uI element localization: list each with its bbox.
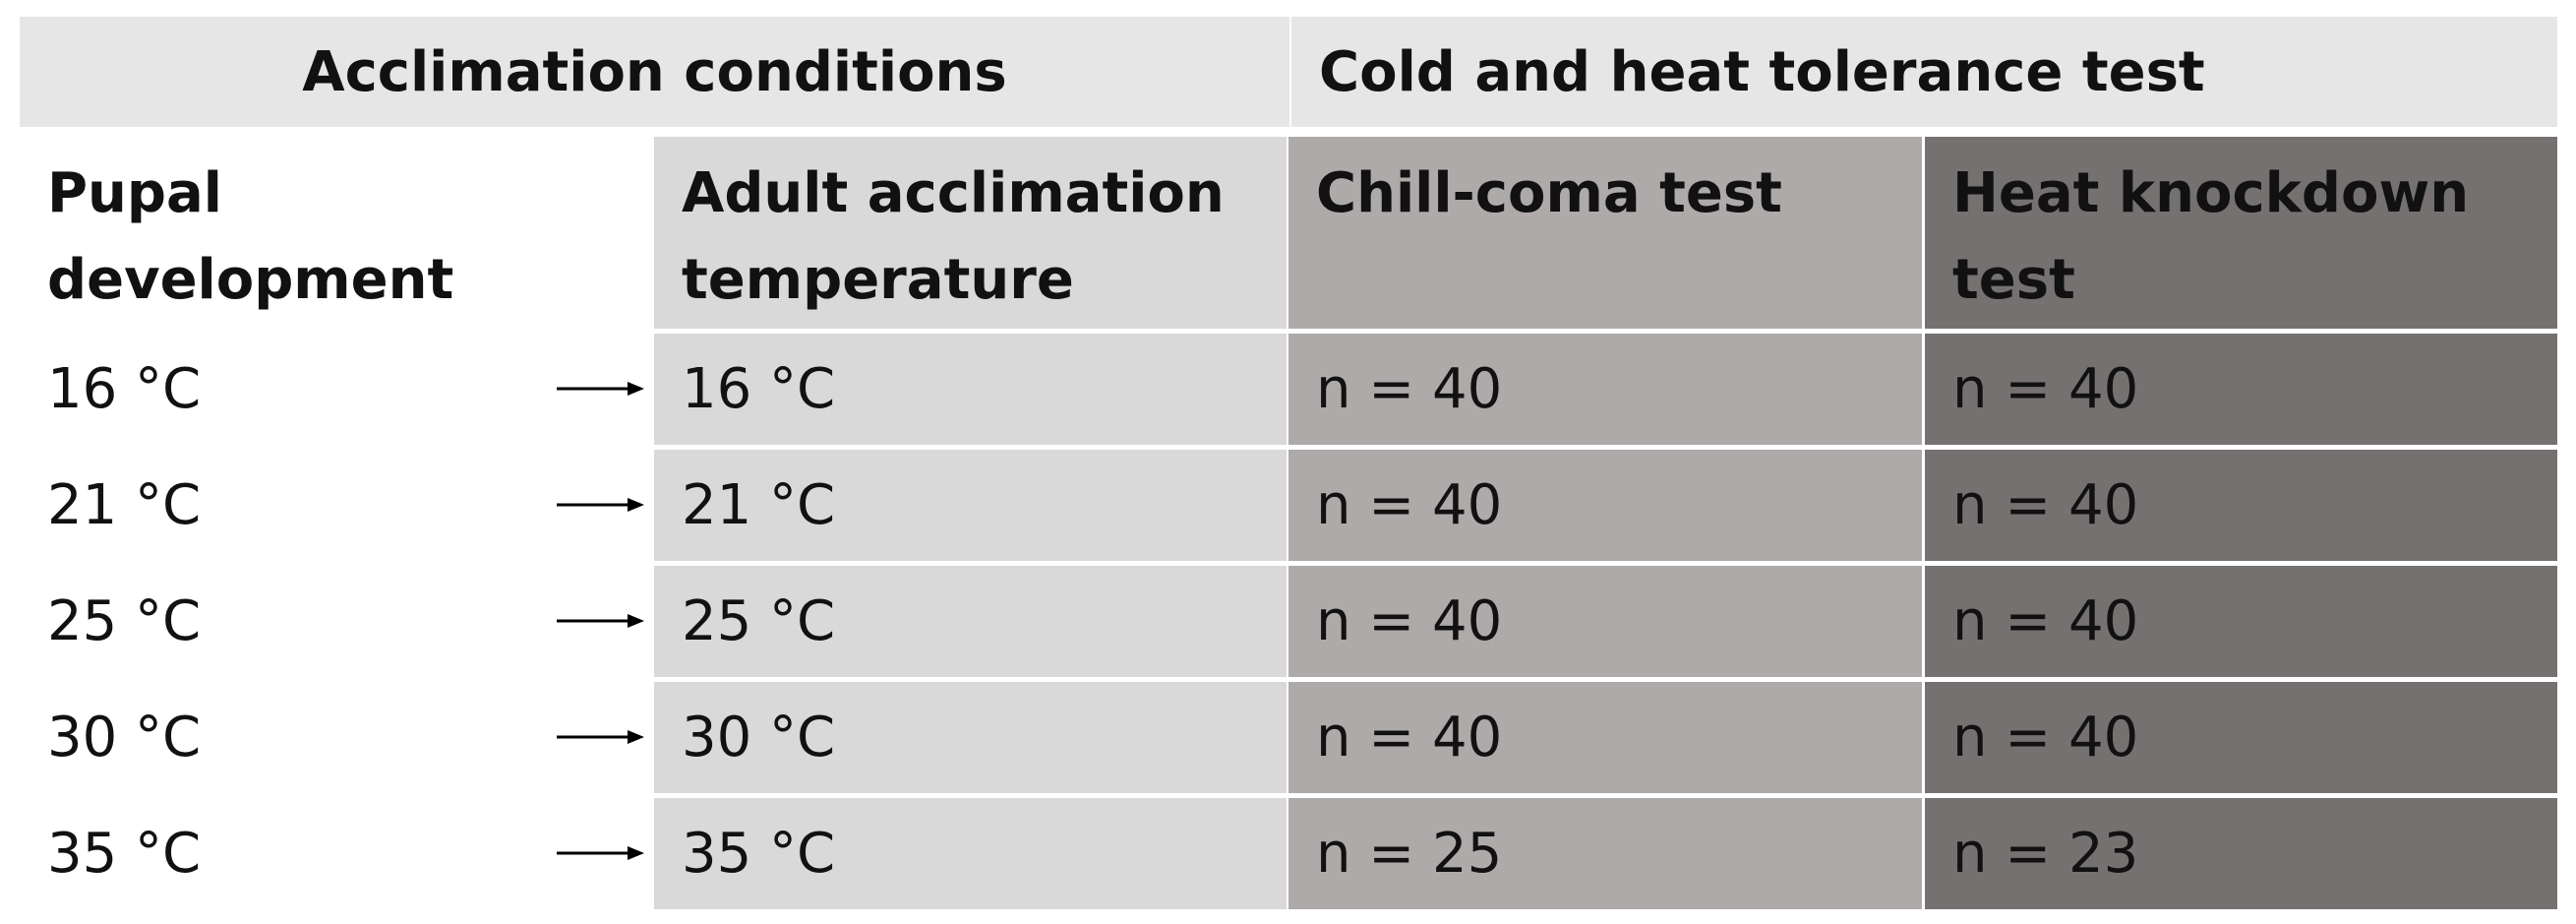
cell: 21 °C [20, 450, 654, 561]
cell: 35 °C [20, 798, 654, 909]
cell: n = 40 [1288, 450, 1922, 561]
cell: n = 40 [1925, 334, 2557, 445]
column-header: Adult acclimation temperature [654, 137, 1287, 329]
cell: n = 40 [1925, 682, 2557, 793]
column-header: Heat knockdown test [1925, 137, 2557, 329]
cell: n = 23 [1925, 798, 2557, 909]
group-header: Acclimation conditions [20, 17, 1289, 127]
column-header: Chill-coma test [1288, 137, 1922, 329]
cell: 16 °C [654, 334, 1287, 445]
arrow-head [628, 498, 644, 512]
arrow-head [628, 730, 644, 744]
arrow-head [628, 846, 644, 860]
cell: 16 °C [20, 334, 654, 445]
cell: n = 40 [1288, 682, 1922, 793]
cell: n = 40 [1288, 566, 1922, 677]
cell: 30 °C [20, 682, 654, 793]
arrow-head [628, 382, 644, 396]
cell: n = 40 [1925, 566, 2557, 677]
arrow-head [628, 614, 644, 628]
cell: 35 °C [654, 798, 1287, 909]
cell: 25 °C [20, 566, 654, 677]
cell: n = 25 [1288, 798, 1922, 909]
cell: n = 40 [1925, 450, 2557, 561]
group-header: Cold and heat tolerance test [1291, 17, 2557, 127]
cell: 21 °C [654, 450, 1287, 561]
cell: 30 °C [654, 682, 1287, 793]
cell: n = 40 [1288, 334, 1922, 445]
cell: 25 °C [654, 566, 1287, 677]
